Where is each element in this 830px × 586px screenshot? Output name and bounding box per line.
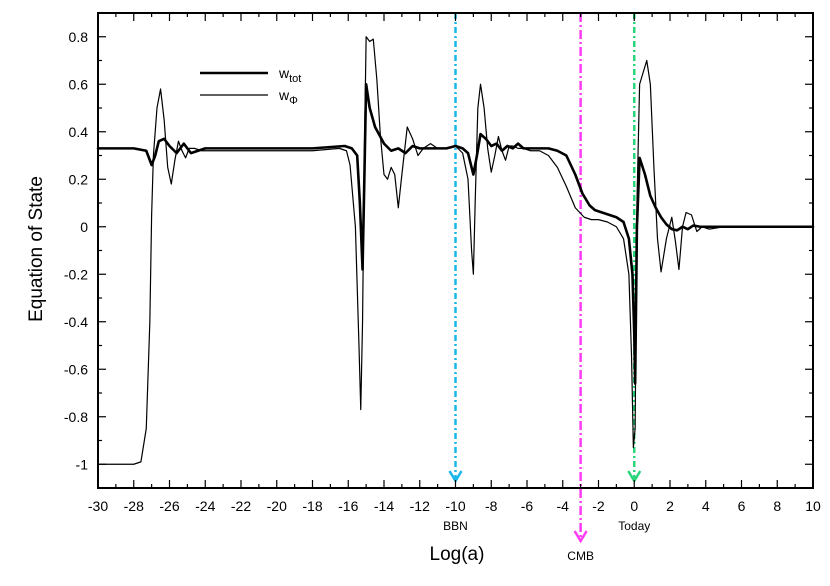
legend-label-w-phi: wΦ [278, 87, 298, 107]
marker-label-today: Today [618, 519, 650, 533]
x-tick-label: -22 [231, 498, 251, 514]
x-tick-label: 6 [738, 498, 746, 514]
y-tick-label: 0.2 [69, 171, 89, 187]
y-axis-title: Equation of State [26, 176, 47, 322]
y-tick-label: -0.4 [64, 314, 88, 330]
x-tick-label: -20 [267, 498, 287, 514]
marker-label-bbn: BBN [443, 519, 468, 533]
epoch-markers: BBN CMB Today [443, 13, 650, 563]
x-tick-label: -2 [592, 498, 605, 514]
x-tick-label: -18 [302, 498, 322, 514]
legend-label-w-tot: wtot [278, 65, 301, 85]
x-tick-label: 10 [805, 498, 821, 514]
x-tick-label: 2 [666, 498, 674, 514]
series-layer [96, 36, 815, 465]
y-tick-label: 0 [80, 219, 88, 235]
y-tick-label: -0.6 [64, 361, 88, 377]
y-tick-label: -0.8 [64, 409, 88, 425]
x-tick-label: 4 [702, 498, 710, 514]
series-line-w-tot [96, 82, 815, 385]
x-tick-label: -4 [557, 498, 570, 514]
y-tick-label: 0.8 [69, 29, 89, 45]
x-tick-label: -6 [521, 498, 534, 514]
x-tick-label: -28 [124, 498, 144, 514]
marker-label-cmb: CMB [567, 549, 594, 563]
y-tick-label: -0.2 [64, 266, 88, 282]
x-tick-label: -12 [410, 498, 430, 514]
x-tick-label: -10 [445, 498, 465, 514]
axes [97, 12, 814, 489]
y-tick-label: -1 [76, 456, 89, 472]
x-tick-label: -14 [374, 498, 394, 514]
x-tick-label: -24 [195, 498, 215, 514]
y-tick-label: 0.6 [69, 76, 89, 92]
x-tick-label: 8 [773, 498, 781, 514]
x-tick-label: -8 [485, 498, 498, 514]
x-axis-title: Log(a) [430, 544, 485, 565]
x-tick-label: -16 [338, 498, 358, 514]
tick-labels: -30 -28 -26 -24 -22 -20 -18 -16 -14 -12 -10 -8 -6 -4-… [64, 29, 821, 514]
y-tick-label: 0.4 [69, 124, 89, 140]
marker-arrow-cmb [573, 530, 588, 544]
x-tick-label: -26 [159, 498, 179, 514]
x-tick-label: -30 [88, 498, 108, 514]
x-tick-label: 0 [630, 498, 638, 514]
